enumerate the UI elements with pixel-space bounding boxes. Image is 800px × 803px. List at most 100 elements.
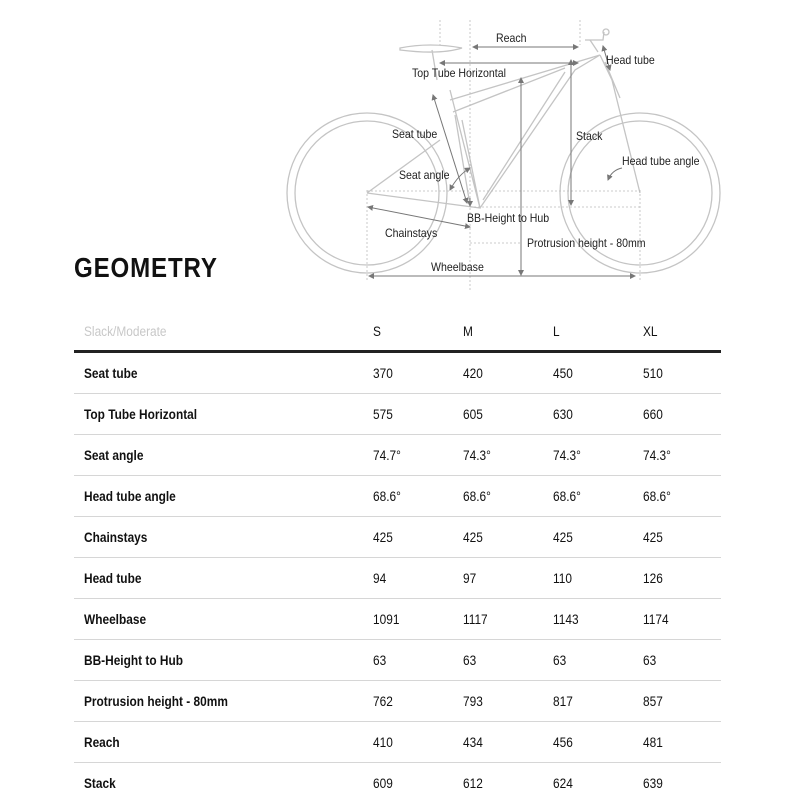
page-title: GEOMETRY [74, 252, 218, 284]
row-value: 74.3° [463, 435, 553, 476]
value-text: 612 [463, 776, 483, 791]
row-value: 68.6° [553, 476, 643, 517]
table-row: Head tube angle 68.6° 68.6° 68.6° 68.6° [74, 476, 721, 517]
value-text: 817 [553, 694, 573, 709]
header-label: XL [643, 324, 658, 339]
row-value: 63 [373, 640, 463, 681]
row-value: 94 [373, 558, 463, 599]
row-value: 639 [643, 763, 721, 803]
row-label-text: Head tube angle [84, 489, 176, 504]
row-label: Top Tube Horizontal [74, 394, 373, 435]
value-text: 126 [643, 571, 663, 586]
row-value: 1174 [643, 599, 721, 640]
header-label: L [553, 324, 560, 339]
value-text: 63 [373, 653, 386, 668]
row-value: 660 [643, 394, 721, 435]
row-value: 609 [373, 763, 463, 803]
value-text: 605 [463, 407, 483, 422]
value-text: 74.7° [373, 448, 401, 463]
row-value: 63 [553, 640, 643, 681]
row-label-text: Head tube [84, 571, 141, 586]
row-label-text: Chainstays [84, 530, 147, 545]
table-row: Stack 609 612 624 639 [74, 763, 721, 803]
header-size-xl: XL [643, 312, 721, 352]
row-value: 456 [553, 722, 643, 763]
row-label-text: Reach [84, 735, 120, 750]
value-text: 68.6° [373, 489, 401, 504]
value-text: 793 [463, 694, 483, 709]
row-value: 425 [643, 517, 721, 558]
row-value: 68.6° [373, 476, 463, 517]
value-text: 97 [463, 571, 476, 586]
value-text: 63 [463, 653, 476, 668]
row-value: 126 [643, 558, 721, 599]
value-text: 575 [373, 407, 393, 422]
table-header-row: Slack/Moderate S M L XL [74, 312, 721, 352]
header-size-l: L [553, 312, 643, 352]
value-text: 624 [553, 776, 573, 791]
value-text: 425 [373, 530, 393, 545]
value-text: 68.6° [643, 489, 671, 504]
label-seat-angle: Seat angle [399, 168, 450, 182]
value-text: 660 [643, 407, 663, 422]
row-label: BB-Height to Hub [74, 640, 373, 681]
label-top-tube: Top Tube Horizontal [412, 66, 506, 80]
row-label-text: Top Tube Horizontal [84, 407, 197, 422]
row-value: 857 [643, 681, 721, 722]
row-value: 420 [463, 352, 553, 394]
row-value: 425 [373, 517, 463, 558]
value-text: 370 [373, 366, 393, 381]
value-text: 450 [553, 366, 573, 381]
value-text: 630 [553, 407, 573, 422]
value-text: 434 [463, 735, 483, 750]
label-head-tube-angle: Head tube angle [622, 154, 700, 168]
row-label: Stack [74, 763, 373, 803]
value-text: 68.6° [553, 489, 581, 504]
header-label: Slack/Moderate [84, 324, 167, 339]
value-text: 425 [553, 530, 573, 545]
row-label: Chainstays [74, 517, 373, 558]
value-text: 74.3° [553, 448, 581, 463]
label-reach: Reach [496, 31, 527, 45]
value-text: 68.6° [463, 489, 491, 504]
row-label: Wheelbase [74, 599, 373, 640]
row-label-text: Wheelbase [84, 612, 146, 627]
row-value: 110 [553, 558, 643, 599]
row-value: 1117 [463, 599, 553, 640]
row-label-text: Seat angle [84, 448, 143, 463]
row-label-text: Protrusion height - 80mm [84, 694, 228, 709]
label-protrusion: Protrusion height - 80mm [527, 236, 646, 250]
table-row: Protrusion height - 80mm 762 793 817 857 [74, 681, 721, 722]
row-label-text: Seat tube [84, 366, 137, 381]
value-text: 63 [643, 653, 656, 668]
value-text: 63 [553, 653, 566, 668]
row-value: 68.6° [643, 476, 721, 517]
value-text: 1091 [373, 612, 399, 627]
row-value: 817 [553, 681, 643, 722]
row-value: 63 [463, 640, 553, 681]
row-value: 74.3° [553, 435, 643, 476]
value-text: 74.3° [463, 448, 491, 463]
value-text: 609 [373, 776, 393, 791]
row-label-text: Stack [84, 776, 116, 791]
row-value: 410 [373, 722, 463, 763]
value-text: 762 [373, 694, 393, 709]
row-value: 1143 [553, 599, 643, 640]
row-label: Protrusion height - 80mm [74, 681, 373, 722]
row-label: Reach [74, 722, 373, 763]
row-label: Seat angle [74, 435, 373, 476]
value-text: 74.3° [643, 448, 671, 463]
value-text: 456 [553, 735, 573, 750]
value-text: 94 [373, 571, 386, 586]
label-bb-height: BB-Height to Hub [467, 211, 549, 225]
row-label: Head tube angle [74, 476, 373, 517]
header-label: S [373, 324, 381, 339]
stem [585, 32, 604, 52]
value-text: 510 [643, 366, 663, 381]
table-row: Seat angle 74.7° 74.3° 74.3° 74.3° [74, 435, 721, 476]
